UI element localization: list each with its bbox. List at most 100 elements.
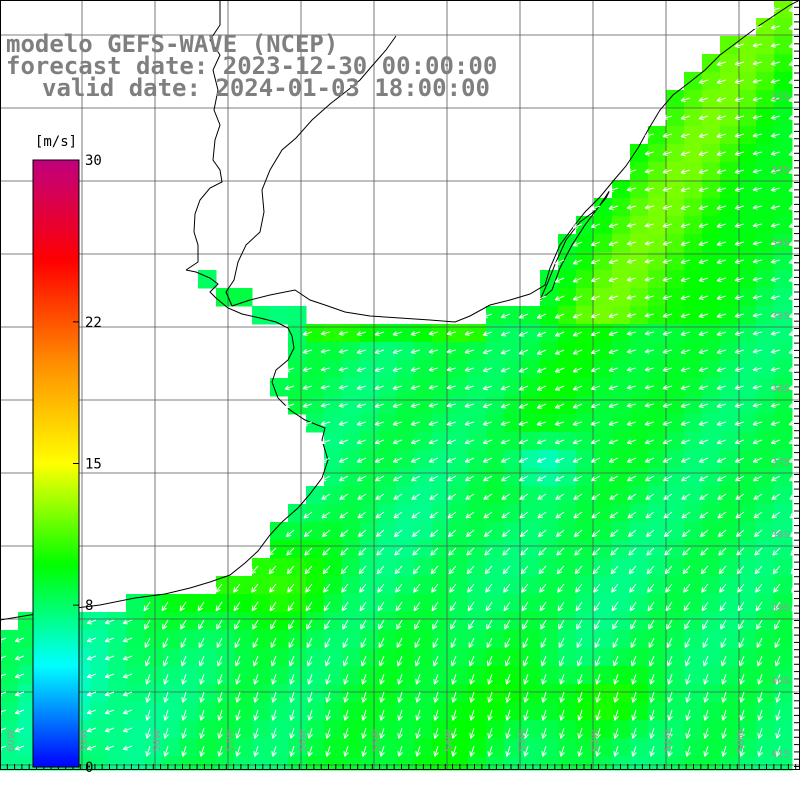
wind-speed-cell [774,630,793,649]
wind-arrow [287,583,295,593]
wind-speed-cell [450,486,469,505]
wind-arrow [269,601,277,612]
wind-arrow [505,745,511,757]
wind-speed-cell [540,504,559,523]
wind-arrow [770,330,781,336]
wind-arrow [667,745,673,757]
wind-arrow [734,151,745,156]
wind-arrow [289,709,295,721]
wind-arrow [379,727,385,739]
wind-arrow [538,547,547,556]
wind-arrow [233,583,241,593]
wind-arrow [572,295,583,301]
wind-speed-cell [522,414,541,433]
wind-arrow [361,673,367,685]
wind-arrow [662,475,673,482]
wind-speed-cell [720,522,739,541]
wind-arrow [591,511,601,519]
wind-arrow [449,601,457,612]
wind-speed-cell [414,666,433,685]
wind-arrow [752,96,763,102]
wind-speed-cell [738,540,757,559]
wind-arrow [268,547,277,556]
wind-speed-cell [396,666,415,685]
wind-speed-cell [450,414,469,433]
wind-arrow [720,619,727,630]
wind-speed-cell [432,414,451,433]
wind-speed-cell [270,306,289,325]
wind-speed-cell [378,342,397,361]
wind-arrow [790,547,799,556]
wind-arrow [591,493,601,500]
wind-speed-cell [378,360,397,379]
wind-arrow [590,367,601,373]
wind-arrow [356,439,367,445]
wind-arrow [469,745,475,757]
wind-arrow [484,547,493,556]
wind-speed-cell [666,324,685,343]
wind-speed-cell [630,360,649,379]
wind-arrow [86,655,97,661]
wind-speed-cell [396,558,415,577]
wind-arrow [608,241,619,247]
wind-speed-cell [666,288,685,307]
wind-speed-cell [126,756,145,771]
wind-arrow [503,601,511,612]
wind-arrow [626,186,637,192]
wind-arrow [577,691,583,703]
wind-arrow [611,601,619,612]
wind-speed-cell [0,720,19,739]
wind-arrow [770,60,781,66]
wind-arrow [609,493,619,500]
wind-arrow [770,186,781,192]
wind-speed-cell [702,540,721,559]
wind-speed-cell [612,756,631,771]
wind-speed-cell [540,576,559,595]
wind-speed-cell [756,666,775,685]
wind-arrow [197,601,205,612]
wind-arrow [572,313,583,319]
wind-speed-cell [666,558,685,577]
wind-speed-cell [252,306,271,325]
wind-speed-cell [594,378,613,397]
wind-speed-cell [684,504,703,523]
wind-speed-cell [720,180,739,199]
wind-speed-cell [504,324,523,343]
wind-arrow [307,745,313,757]
wind-speed-cell [756,432,775,451]
wind-speed-cell [774,342,793,361]
wind-arrow [698,79,709,84]
wind-arrow [576,619,583,630]
wind-arrow [86,745,97,751]
wind-arrow [591,529,601,538]
wind-arrow [411,511,421,519]
wind-speed-cell [252,648,271,667]
wind-speed-cell [198,630,217,649]
wind-arrow [738,619,745,630]
wind-arrow [198,637,205,649]
wind-speed-cell [684,486,703,505]
wind-speed-cell [684,306,703,325]
wind-speed-cell [756,558,775,577]
wind-arrow [392,421,403,426]
wind-arrow [556,565,565,575]
wind-arrow [788,43,799,49]
lat-label: 33S [771,165,790,176]
wind-speed-cell [342,594,361,613]
wind-speed-cell [756,198,775,217]
wind-speed-cell [0,630,19,649]
wind-speed-cell [720,198,739,217]
wind-arrow [338,439,349,445]
wind-speed-cell [684,414,703,433]
wind-speed-cell [648,504,667,523]
wind-arrow [680,97,691,103]
wind-arrow [428,439,439,445]
wind-arrow [665,583,673,593]
wind-arrow [215,601,223,612]
wind-speed-cell [450,558,469,577]
wind-arrow [505,673,511,685]
wind-speed-cell [468,378,487,397]
wind-arrow [163,691,169,703]
wind-speed-cell [684,324,703,343]
